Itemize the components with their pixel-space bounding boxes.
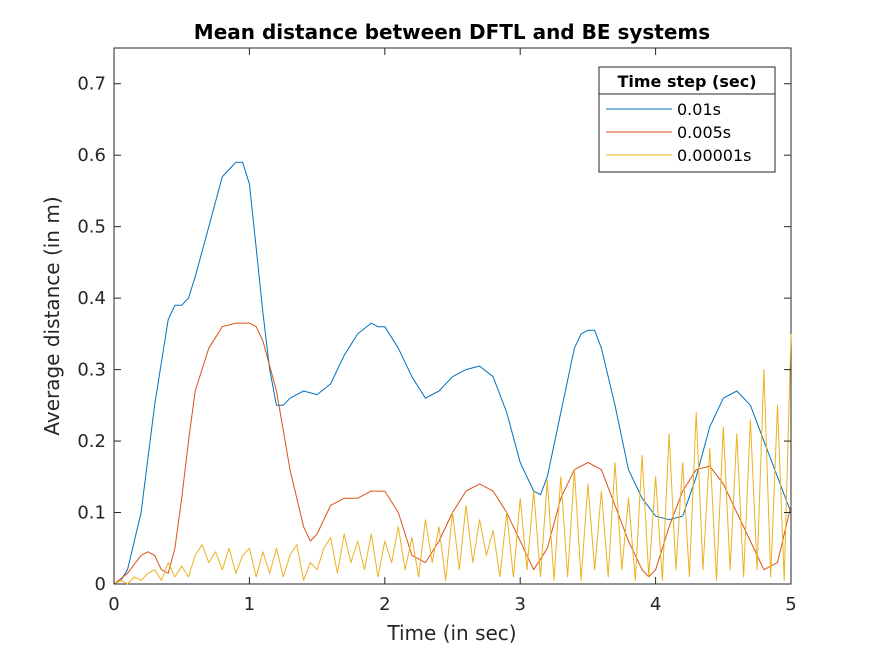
y-tick-label: 0.7: [77, 74, 106, 95]
series-line-2: [113, 322, 792, 585]
legend-entry-1: 0.01s: [677, 100, 721, 119]
series-line-3: [113, 333, 792, 585]
y-tick-label: 0.4: [77, 288, 106, 309]
y-tick-label: 0.1: [77, 503, 106, 524]
x-axis-label: Time (in sec): [386, 621, 516, 645]
y-axis-ticks: 0 0.1 0.2 0.3 0.4 0.5 0.6 0.7: [77, 74, 791, 595]
series-line-1: [113, 161, 792, 585]
y-tick-label: 0.3: [77, 360, 106, 381]
x-tick-label: 3: [514, 594, 525, 615]
x-tick-label: 5: [785, 594, 796, 615]
x-tick-label: 1: [244, 594, 255, 615]
x-axis-ticks: 0 1 2 3 4 5: [108, 48, 797, 615]
y-tick-label: 0.6: [77, 145, 106, 166]
x-tick-label: 0: [108, 594, 119, 615]
y-tick-label: 0: [95, 574, 106, 595]
x-tick-label: 2: [379, 594, 390, 615]
legend-entry-2: 0.005s: [677, 123, 731, 142]
legend: Time step (sec) 0.01s 0.005s 0.00001s: [598, 66, 776, 173]
series-layer: [113, 161, 792, 585]
y-axis-label: Average distance (in m): [40, 196, 64, 435]
legend-title: Time step (sec): [617, 72, 756, 91]
y-tick-label: 0.2: [77, 431, 106, 452]
x-tick-label: 4: [650, 594, 661, 615]
legend-entry-3: 0.00001s: [677, 146, 752, 165]
chart-title: Mean distance between DFTL and BE system…: [194, 20, 710, 44]
y-tick-label: 0.5: [77, 217, 106, 238]
